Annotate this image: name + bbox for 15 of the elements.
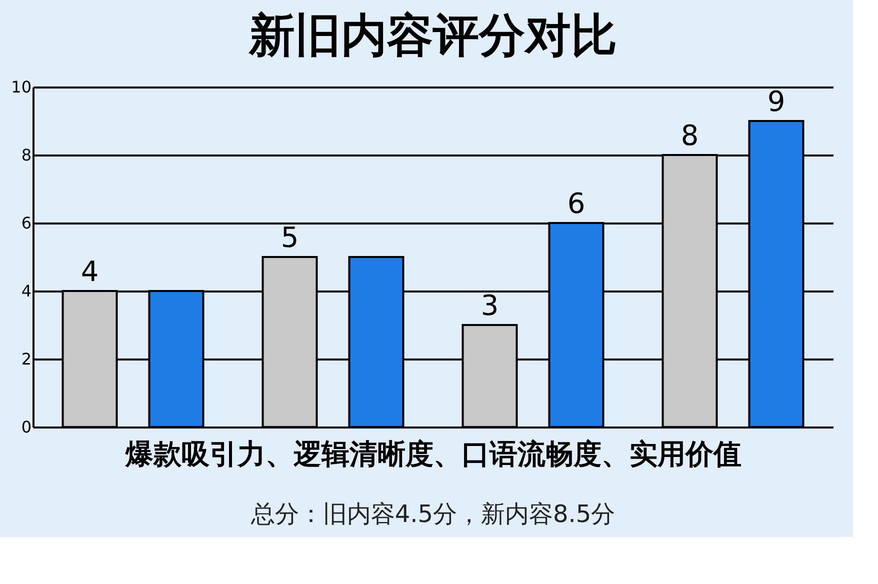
- x-axis-title: 爆款吸引力、逻辑清晰度、口语流畅度、实用价值: [124, 438, 742, 470]
- y-tick-label: 0: [21, 418, 32, 436]
- data-label: 5: [280, 221, 299, 254]
- y-tick-label: 10: [11, 78, 32, 96]
- data-label: 3: [480, 289, 499, 322]
- y-tick-label: 4: [21, 282, 32, 300]
- data-label: 9: [767, 85, 786, 118]
- data-label: 6: [567, 187, 586, 220]
- chart-title: 新旧内容评分对比: [248, 8, 617, 62]
- y-tick-label: 2: [21, 350, 32, 368]
- data-label: 4: [80, 255, 99, 288]
- y-tick-label: 6: [21, 214, 32, 232]
- text: 总分：旧内容4.5分，新内容8.5分: [250, 500, 616, 528]
- y-tick-label: 8: [21, 146, 32, 164]
- data-label: 8: [680, 119, 699, 152]
